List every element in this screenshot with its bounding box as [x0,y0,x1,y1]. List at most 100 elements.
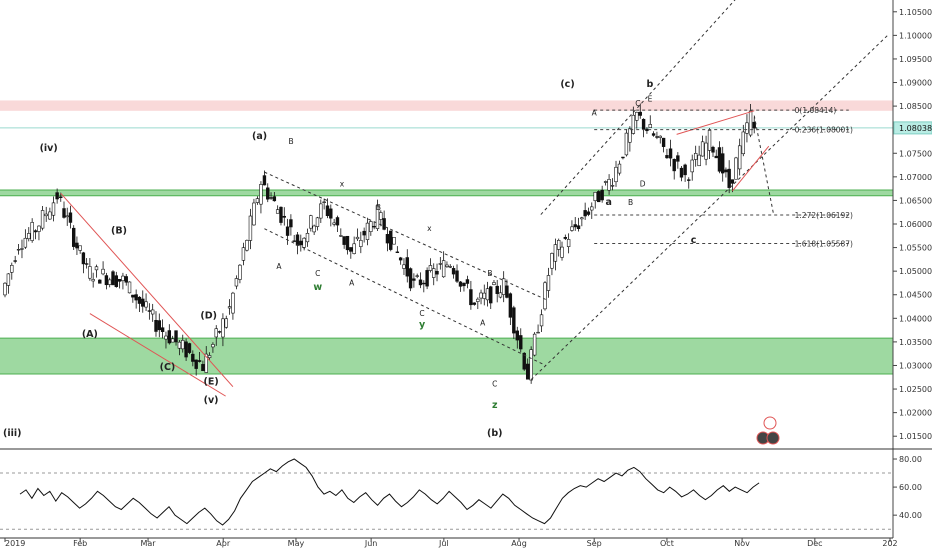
candle-body [184,341,188,358]
candle-body [614,166,618,183]
candle-body [194,359,198,369]
price-tick-label: 1.10000 [899,31,932,40]
candle-body [648,124,652,128]
triangle-lower [732,145,770,192]
candle-body [432,268,436,278]
candle-body [501,278,506,295]
time-tick-label: Aug [511,539,527,548]
candle-body [181,340,185,350]
time-tick-label: Apr [216,539,231,548]
wave-label: (A) [82,329,98,340]
candle-body [563,237,568,239]
candle-body [576,225,581,229]
candle-body [3,282,7,296]
wave-label: (a) [252,131,267,142]
candle-body [748,110,753,136]
candle-body [191,353,195,362]
wave-label: (v) [204,395,219,406]
wave-label: (iv) [40,143,58,154]
candle-body [322,201,326,203]
wave-label: (C) [160,362,176,373]
candle-body [144,301,148,308]
candle-body [482,292,486,299]
candle-body [455,270,459,282]
candle-body [617,163,622,174]
candle-body [275,209,280,214]
candle-body [515,330,519,341]
wave-label: x [340,179,345,188]
price-tick-label: 1.04000 [899,314,932,323]
wave-label: C [315,269,320,278]
candle-body [65,215,69,218]
candle-body [98,279,102,284]
candle-body [553,244,558,262]
candle-body [651,133,656,136]
price-tick-label: 1.02000 [899,409,932,418]
candle-body [201,364,205,371]
osc-tick-label: 40.00 [899,511,922,520]
time-tick-label: Sep [587,539,602,548]
candle-body [245,240,249,251]
candle-body [121,275,125,281]
wave-label: A [349,278,355,287]
candle-body [536,331,540,334]
candle-body [566,239,571,247]
candle-body [557,240,561,250]
candle-body [111,271,115,286]
candle-body [418,279,423,286]
candle-body [315,217,320,227]
candle-body [241,247,246,261]
candle-body [730,179,735,184]
candle-body [248,215,253,241]
candle-body [375,205,380,229]
candle-body [224,318,228,328]
candle-body [539,314,544,327]
candle-body [512,307,516,334]
candle-body [495,285,499,294]
candle-body [693,153,698,160]
candle-body [211,344,215,348]
projection-path [753,115,775,215]
candle-body [231,292,235,314]
price-tick-label: 1.09500 [899,55,932,64]
price-tick-label: 1.07500 [899,149,932,158]
candle-body [583,210,587,217]
candle-body [204,353,208,373]
candles [3,103,756,384]
fib-level-label: 1.272(1.06192) [795,211,853,220]
candle-body [641,118,646,130]
candle-body [339,235,343,237]
candle-body [621,156,625,159]
price-tick-label: 1.10500 [899,8,932,17]
candle-body [16,249,21,251]
candle-body [150,309,155,315]
price-tick-label: 1.01500 [899,432,932,441]
price-tick-label: 1.08500 [899,102,932,111]
wave-label: y [419,320,426,331]
candle-body [55,192,59,200]
candle-body [13,260,17,262]
candle-body [352,243,356,254]
zone-resistance [0,100,893,111]
candle-body [727,168,731,188]
wave-label: C [635,99,640,108]
candle-body [329,208,333,219]
candle-body [20,248,24,250]
wave-label: B [487,269,492,278]
candle-body [428,265,433,271]
alert-icon [766,431,780,445]
candle-body [379,212,383,220]
candle-body [580,217,584,220]
wave-label: B [376,203,381,212]
candle-body [167,330,172,344]
candle-body [752,121,756,129]
candle-body [282,215,286,218]
candle-body [369,221,373,232]
triangle-upper [676,110,755,135]
wave-label: B [628,198,633,207]
candle-body [214,328,218,338]
price-tick-label: 1.07000 [899,173,932,182]
candle-body [737,145,742,170]
candle-body [78,245,82,251]
